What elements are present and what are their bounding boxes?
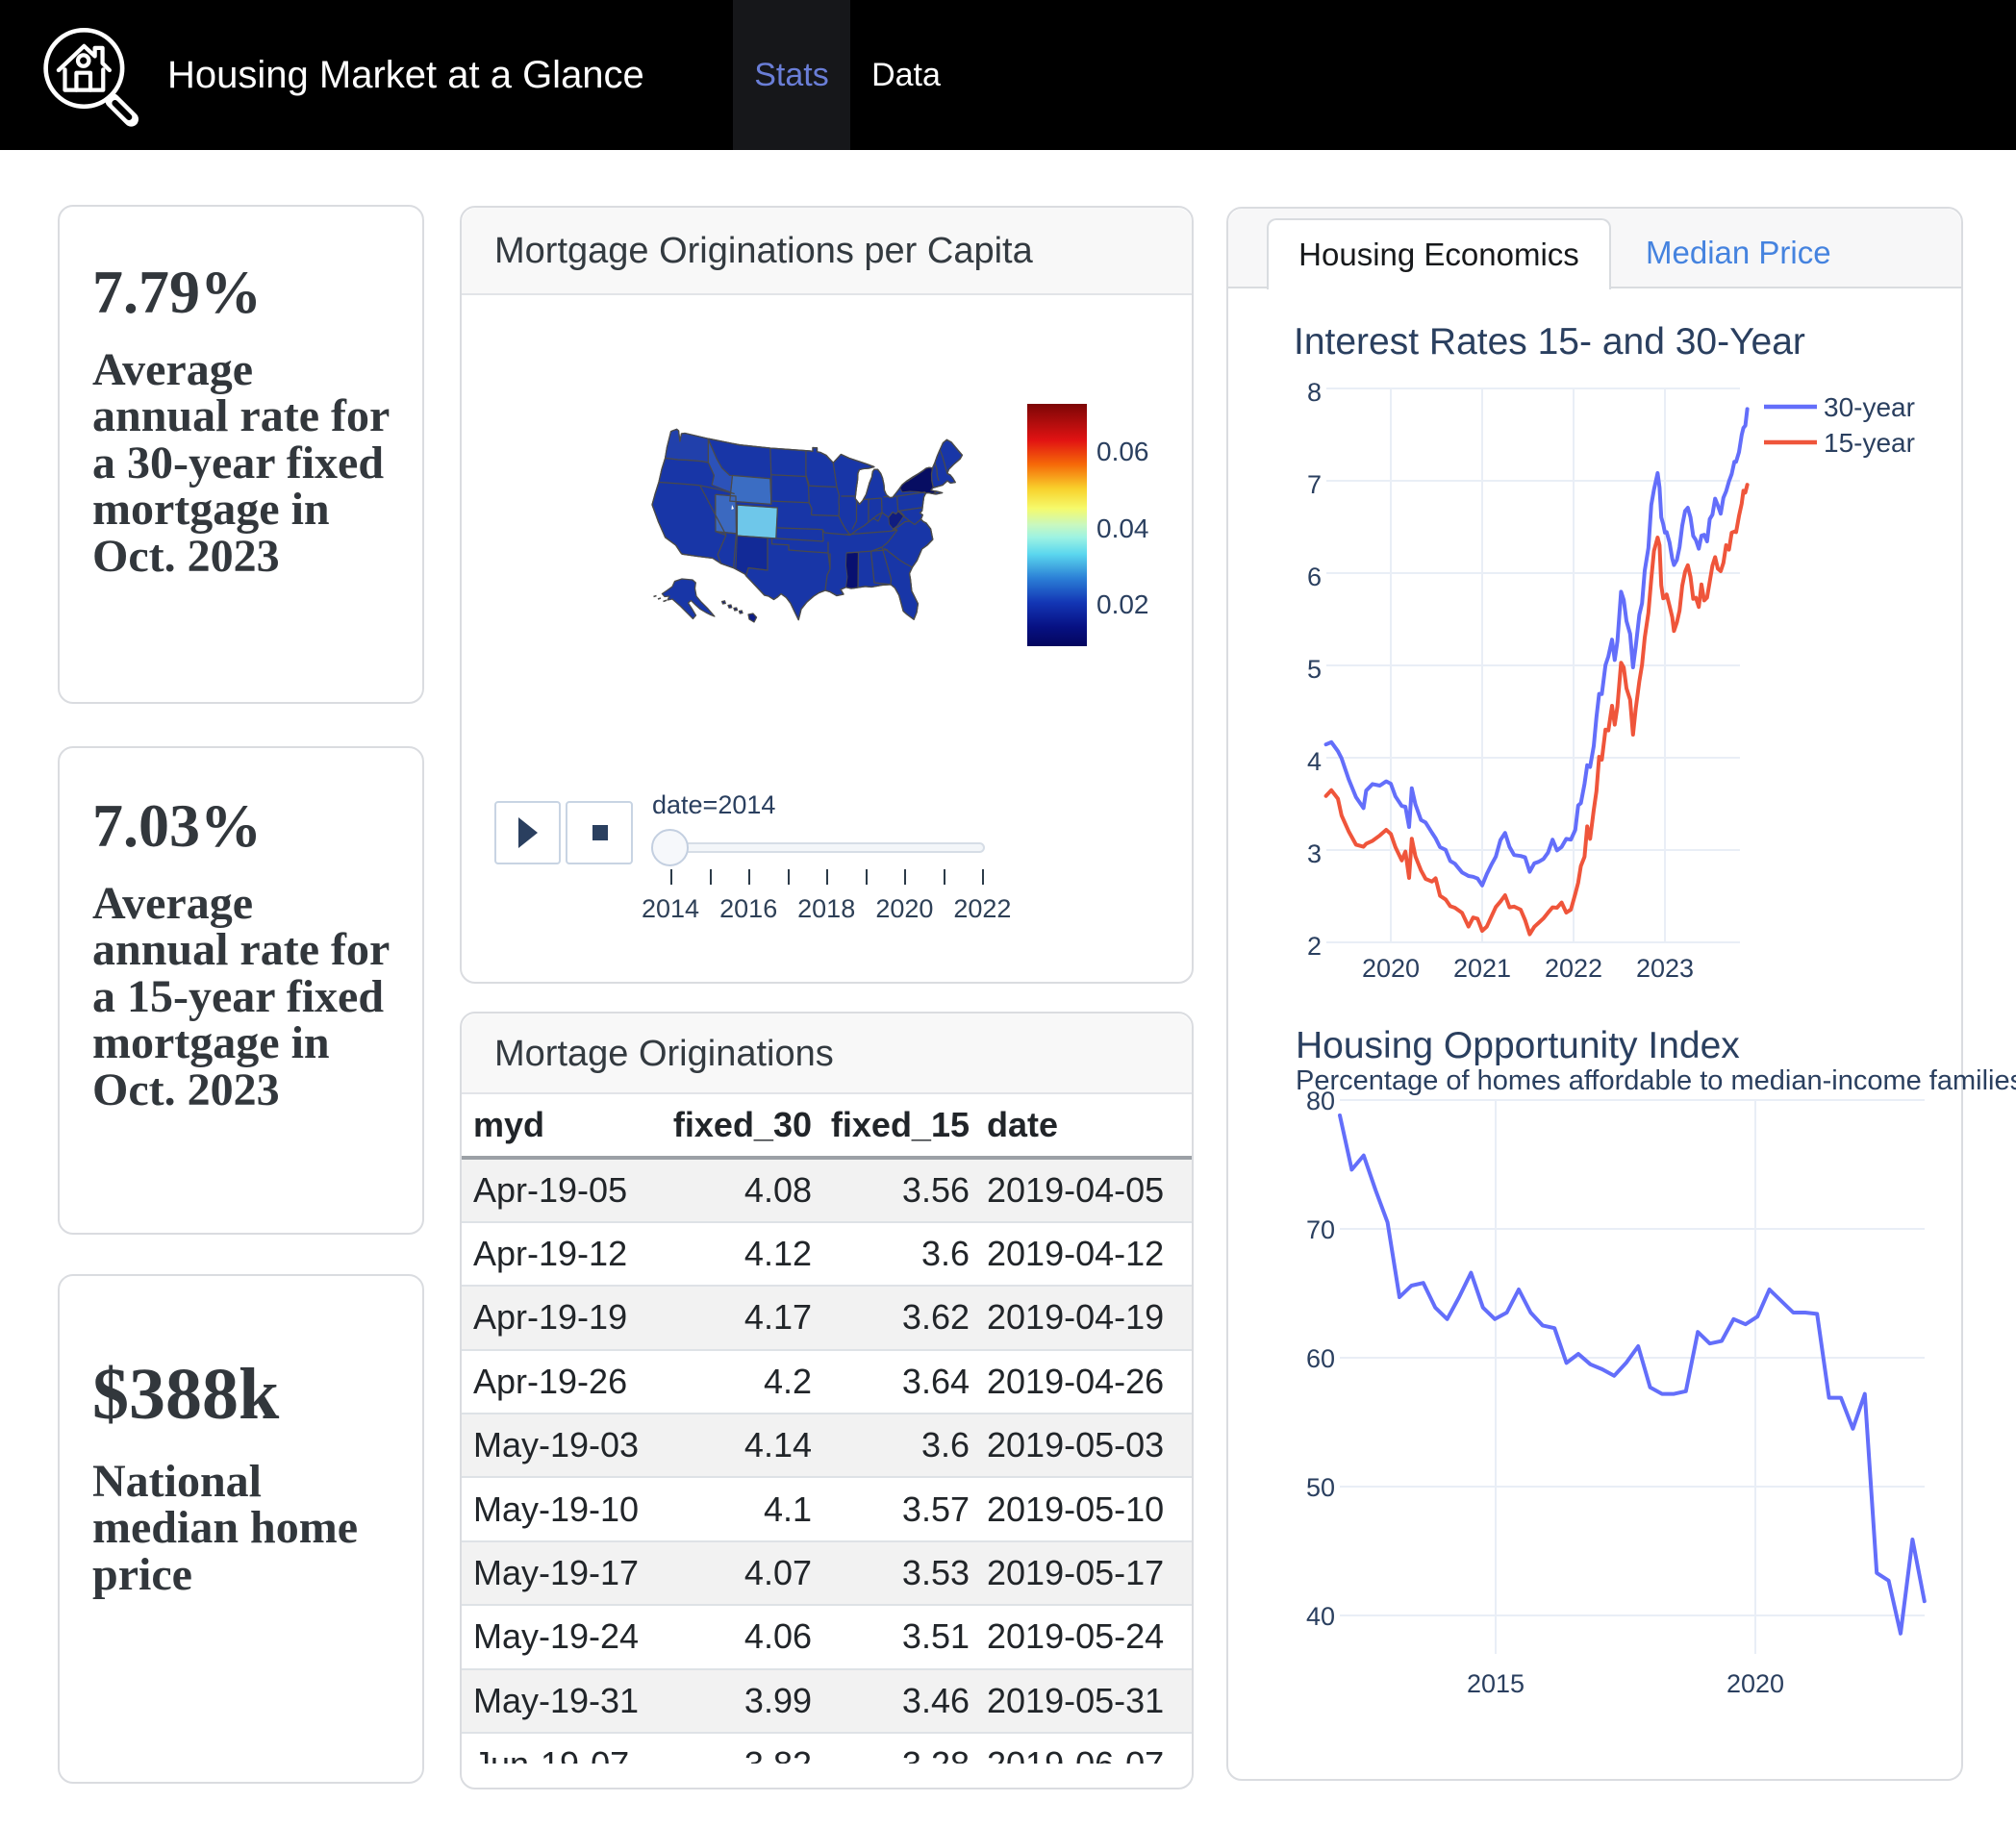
svg-text:5: 5	[1307, 655, 1322, 684]
svg-text:2020: 2020	[1362, 954, 1420, 983]
svg-text:30-year: 30-year	[1824, 392, 1915, 422]
svg-text:3: 3	[1307, 839, 1322, 868]
svg-text:8: 8	[1307, 378, 1322, 407]
svg-text:60: 60	[1306, 1344, 1335, 1373]
svg-text:2023: 2023	[1636, 954, 1694, 983]
svg-text:15-year: 15-year	[1824, 428, 1915, 458]
svg-text:40: 40	[1306, 1602, 1335, 1631]
svg-text:Interest Rates 15- and 30-Year: Interest Rates 15- and 30-Year	[1294, 321, 1805, 363]
svg-text:6: 6	[1307, 563, 1322, 591]
svg-text:80: 80	[1306, 1087, 1335, 1115]
svg-text:2015: 2015	[1467, 1669, 1525, 1698]
svg-text:2: 2	[1307, 932, 1322, 961]
svg-text:2022: 2022	[1545, 954, 1602, 983]
svg-text:50: 50	[1306, 1473, 1335, 1502]
svg-text:7: 7	[1307, 470, 1322, 499]
svg-text:2021: 2021	[1453, 954, 1511, 983]
svg-text:Housing Opportunity Index: Housing Opportunity Index	[1296, 1025, 1740, 1066]
svg-text:4: 4	[1307, 747, 1322, 776]
svg-text:70: 70	[1306, 1215, 1335, 1244]
svg-text:Percentage of homes affordable: Percentage of homes affordable to median…	[1296, 1065, 2016, 1096]
svg-text:2020: 2020	[1726, 1669, 1784, 1698]
